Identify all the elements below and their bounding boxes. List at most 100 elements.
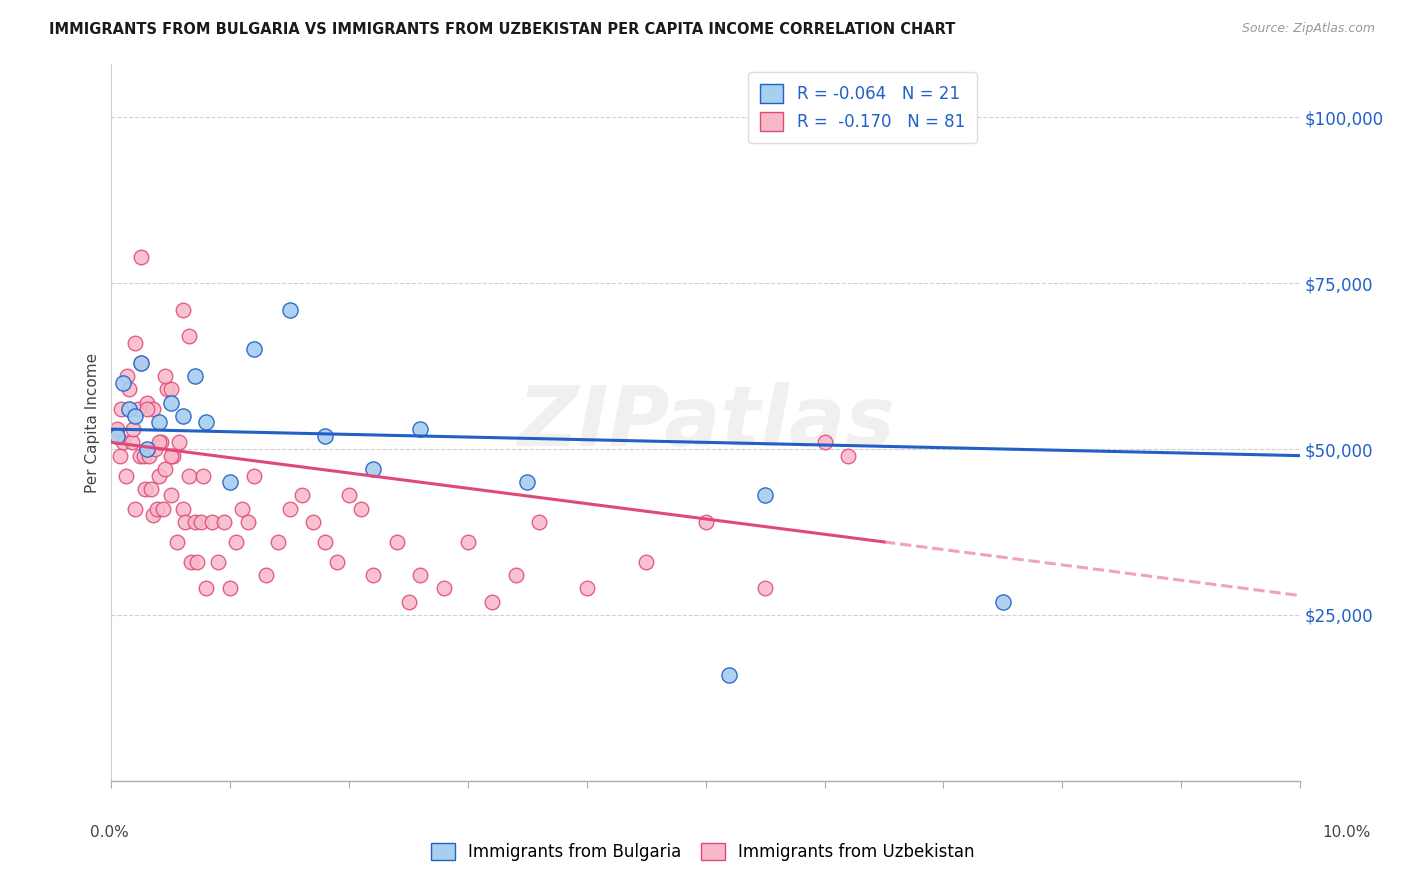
Point	[160, 449, 183, 463]
Point	[813, 435, 835, 450]
Point	[991, 595, 1014, 609]
Point	[148, 416, 170, 430]
Point	[121, 422, 143, 436]
Point	[166, 535, 188, 549]
Point	[129, 449, 152, 463]
Point	[505, 568, 527, 582]
Text: ZIPatlas: ZIPatlas	[517, 382, 894, 463]
Point	[132, 449, 155, 463]
Point	[124, 409, 146, 423]
Point	[142, 508, 165, 523]
Point	[172, 409, 194, 423]
Point	[186, 555, 208, 569]
Point	[160, 488, 183, 502]
Point	[718, 667, 741, 681]
Point	[150, 435, 173, 450]
Y-axis label: Per Capita Income: Per Capita Income	[86, 352, 100, 492]
Point	[191, 468, 214, 483]
Point	[636, 555, 658, 569]
Point	[162, 449, 184, 463]
Point	[167, 435, 190, 450]
Point	[207, 555, 229, 569]
Point	[105, 422, 128, 436]
Point	[398, 595, 420, 609]
Point	[314, 428, 336, 442]
Point	[219, 475, 242, 490]
Point	[481, 595, 503, 609]
Point	[837, 449, 859, 463]
Point	[326, 555, 349, 569]
Point	[183, 369, 205, 384]
Point	[112, 376, 135, 390]
Point	[114, 468, 136, 483]
Point	[225, 535, 247, 549]
Point	[409, 568, 432, 582]
Point	[754, 488, 776, 502]
Point	[153, 462, 176, 476]
Point	[108, 449, 131, 463]
Point	[314, 535, 336, 549]
Point	[180, 555, 202, 569]
Point	[385, 535, 408, 549]
Point	[112, 435, 135, 450]
Point	[195, 582, 218, 596]
Point	[129, 356, 152, 370]
Point	[138, 449, 160, 463]
Point	[145, 501, 167, 516]
Point	[129, 356, 152, 370]
Point	[177, 468, 200, 483]
Point	[219, 582, 242, 596]
Point	[145, 442, 167, 456]
Point	[290, 488, 312, 502]
Point	[361, 462, 384, 476]
Point	[302, 515, 325, 529]
Point	[695, 515, 717, 529]
Point	[433, 582, 456, 596]
Point	[129, 250, 152, 264]
Point	[172, 501, 194, 516]
Point	[183, 515, 205, 529]
Point	[278, 302, 301, 317]
Point	[575, 582, 598, 596]
Point	[529, 515, 551, 529]
Point	[254, 568, 277, 582]
Point	[195, 416, 218, 430]
Point	[516, 475, 538, 490]
Point	[214, 515, 236, 529]
Text: 10.0%: 10.0%	[1323, 825, 1371, 840]
Point	[136, 395, 159, 409]
Point	[236, 515, 259, 529]
Point	[134, 482, 156, 496]
Point	[350, 501, 373, 516]
Point	[118, 382, 141, 396]
Point	[156, 382, 179, 396]
Legend: R = -0.064   N = 21, R =  -0.170   N = 81: R = -0.064 N = 21, R = -0.170 N = 81	[748, 72, 977, 143]
Point	[172, 302, 194, 317]
Point	[231, 501, 253, 516]
Point	[177, 329, 200, 343]
Point	[153, 369, 176, 384]
Point	[105, 428, 128, 442]
Point	[121, 435, 143, 450]
Point	[174, 515, 197, 529]
Text: 0.0%: 0.0%	[90, 825, 129, 840]
Point	[243, 343, 266, 357]
Point	[142, 402, 165, 417]
Point	[152, 501, 174, 516]
Point	[337, 488, 360, 502]
Legend: Immigrants from Bulgaria, Immigrants from Uzbekistan: Immigrants from Bulgaria, Immigrants fro…	[425, 836, 981, 868]
Point	[160, 395, 183, 409]
Point	[278, 501, 301, 516]
Point	[409, 422, 432, 436]
Point	[118, 402, 141, 417]
Point	[201, 515, 224, 529]
Text: IMMIGRANTS FROM BULGARIA VS IMMIGRANTS FROM UZBEKISTAN PER CAPITA INCOME CORRELA: IMMIGRANTS FROM BULGARIA VS IMMIGRANTS F…	[49, 22, 956, 37]
Text: Source: ZipAtlas.com: Source: ZipAtlas.com	[1241, 22, 1375, 36]
Point	[124, 335, 146, 350]
Point	[148, 468, 170, 483]
Point	[148, 435, 170, 450]
Point	[139, 482, 162, 496]
Point	[115, 369, 138, 384]
Point	[190, 515, 212, 529]
Point	[127, 402, 149, 417]
